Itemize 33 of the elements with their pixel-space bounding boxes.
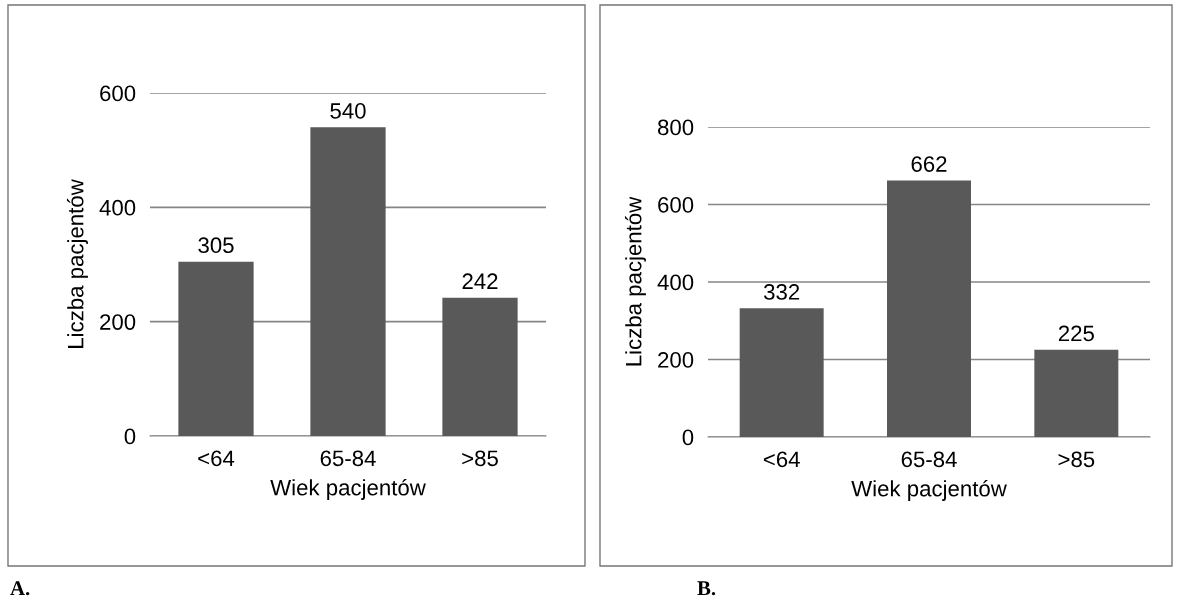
y-axis-title: Liczba pacjentów: [624, 196, 646, 366]
data-label: 242: [462, 273, 498, 289]
y-tick-label: 600: [658, 197, 694, 213]
x-axis-title: Wiek pacjentów: [851, 479, 1007, 501]
text: A.: [10, 581, 30, 596]
y-tick-label: 0: [682, 429, 694, 446]
y-axis-title: Liczba pacjentów: [66, 179, 88, 348]
data-label: 540: [330, 103, 366, 119]
y-tick-label: 400: [657, 274, 694, 291]
bar: [739, 308, 824, 437]
data-label: 305: [198, 237, 234, 254]
x-axis-title: Wiek pacjentów: [270, 478, 426, 500]
data-label: 332: [763, 284, 800, 300]
x-tick-label: >85: [1058, 451, 1095, 468]
bar: [310, 127, 386, 436]
x-tick-label: <64: [763, 451, 800, 468]
x-tick-label: <64: [198, 450, 235, 467]
y-tick-label: 200: [100, 314, 136, 330]
data-label: 662: [911, 156, 947, 172]
x-tick-label: 65-84: [901, 451, 957, 468]
y-tick-label: 600: [100, 85, 136, 102]
bar: [887, 180, 971, 437]
data-label: 225: [1058, 325, 1094, 342]
bar: [1034, 349, 1119, 437]
bar: [178, 261, 254, 436]
y-tick-label: 0: [124, 428, 136, 445]
y-tick-label: 200: [658, 352, 694, 368]
x-tick-label: >85: [462, 450, 498, 467]
text: B.: [697, 581, 716, 596]
y-tick-label: 400: [99, 199, 136, 216]
y-tick-label: 800: [658, 119, 694, 136]
x-tick-label: 65-84: [320, 450, 376, 467]
bar: [442, 297, 518, 436]
